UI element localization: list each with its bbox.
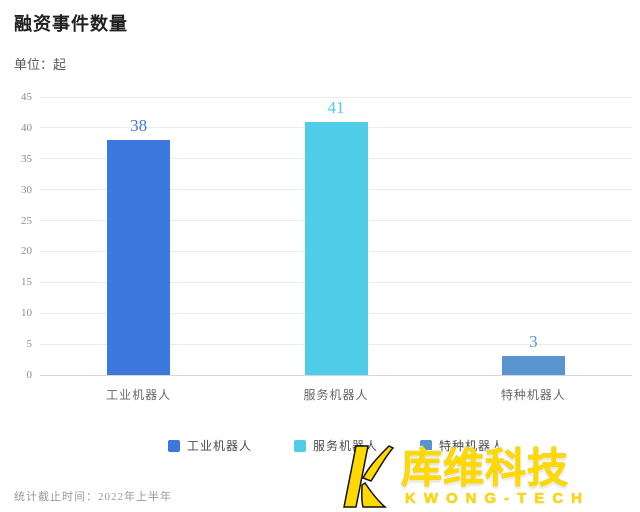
bar-特种机器人 — [501, 356, 565, 375]
x-category-label: 工业机器人 — [106, 388, 172, 402]
x-category-label: 服务机器人 — [303, 388, 369, 402]
y-tick-label: 20 — [21, 245, 32, 258]
brand-watermark: 库维科技 KWONG-TECH — [343, 436, 590, 508]
y-tick-label: 0 — [26, 369, 33, 381]
legend-swatch-icon — [293, 439, 306, 452]
y-tick-label: 5 — [26, 338, 33, 351]
brand-text-block: 库维科技 KWONG-TECH — [401, 446, 590, 508]
x-category-label: 特种机器人 — [500, 388, 566, 402]
brand-name-cn: 库维科技 — [401, 445, 569, 491]
legend-swatch-icon — [167, 439, 180, 452]
y-tick-label: 35 — [21, 152, 32, 165]
y-tick-label: 15 — [21, 276, 32, 289]
chart-title: 融资事件数量 — [14, 14, 128, 34]
plot-area: 0 5 10 15 20 25 30 35 40 45 38 工业机器人 41 服务机器人 3 特种机器人 — [21, 91, 632, 402]
y-tick-label: 10 — [21, 307, 32, 320]
bar-value-label: 41 — [327, 97, 345, 117]
legend-item-特种机器人: 特种机器人 — [420, 437, 504, 454]
bar-服务机器人 — [304, 121, 368, 375]
gridline — [40, 96, 632, 98]
bar-工业机器人 — [107, 140, 171, 375]
unit-label: 单位：起 — [14, 57, 67, 72]
brand-name-en: KWONG-TECH — [405, 490, 590, 507]
x-axis-line — [40, 374, 632, 376]
legend-label: 特种机器人 — [439, 439, 505, 453]
y-tick-label: 45 — [21, 91, 32, 103]
y-tick-label: 25 — [21, 214, 32, 227]
footnote: 统计截止时间：2022年上半年 — [14, 491, 172, 503]
y-tick-label: 40 — [21, 121, 32, 134]
y-tick-label: 30 — [21, 183, 32, 196]
bar-value-label: 38 — [130, 116, 148, 136]
legend-label: 工业机器人 — [186, 439, 252, 453]
bar-value-label: 3 — [529, 332, 538, 352]
brand-logo-k-icon — [343, 445, 395, 508]
legend-item-工业机器人: 工业机器人 — [167, 437, 252, 454]
legend-swatch-icon — [420, 439, 432, 452]
